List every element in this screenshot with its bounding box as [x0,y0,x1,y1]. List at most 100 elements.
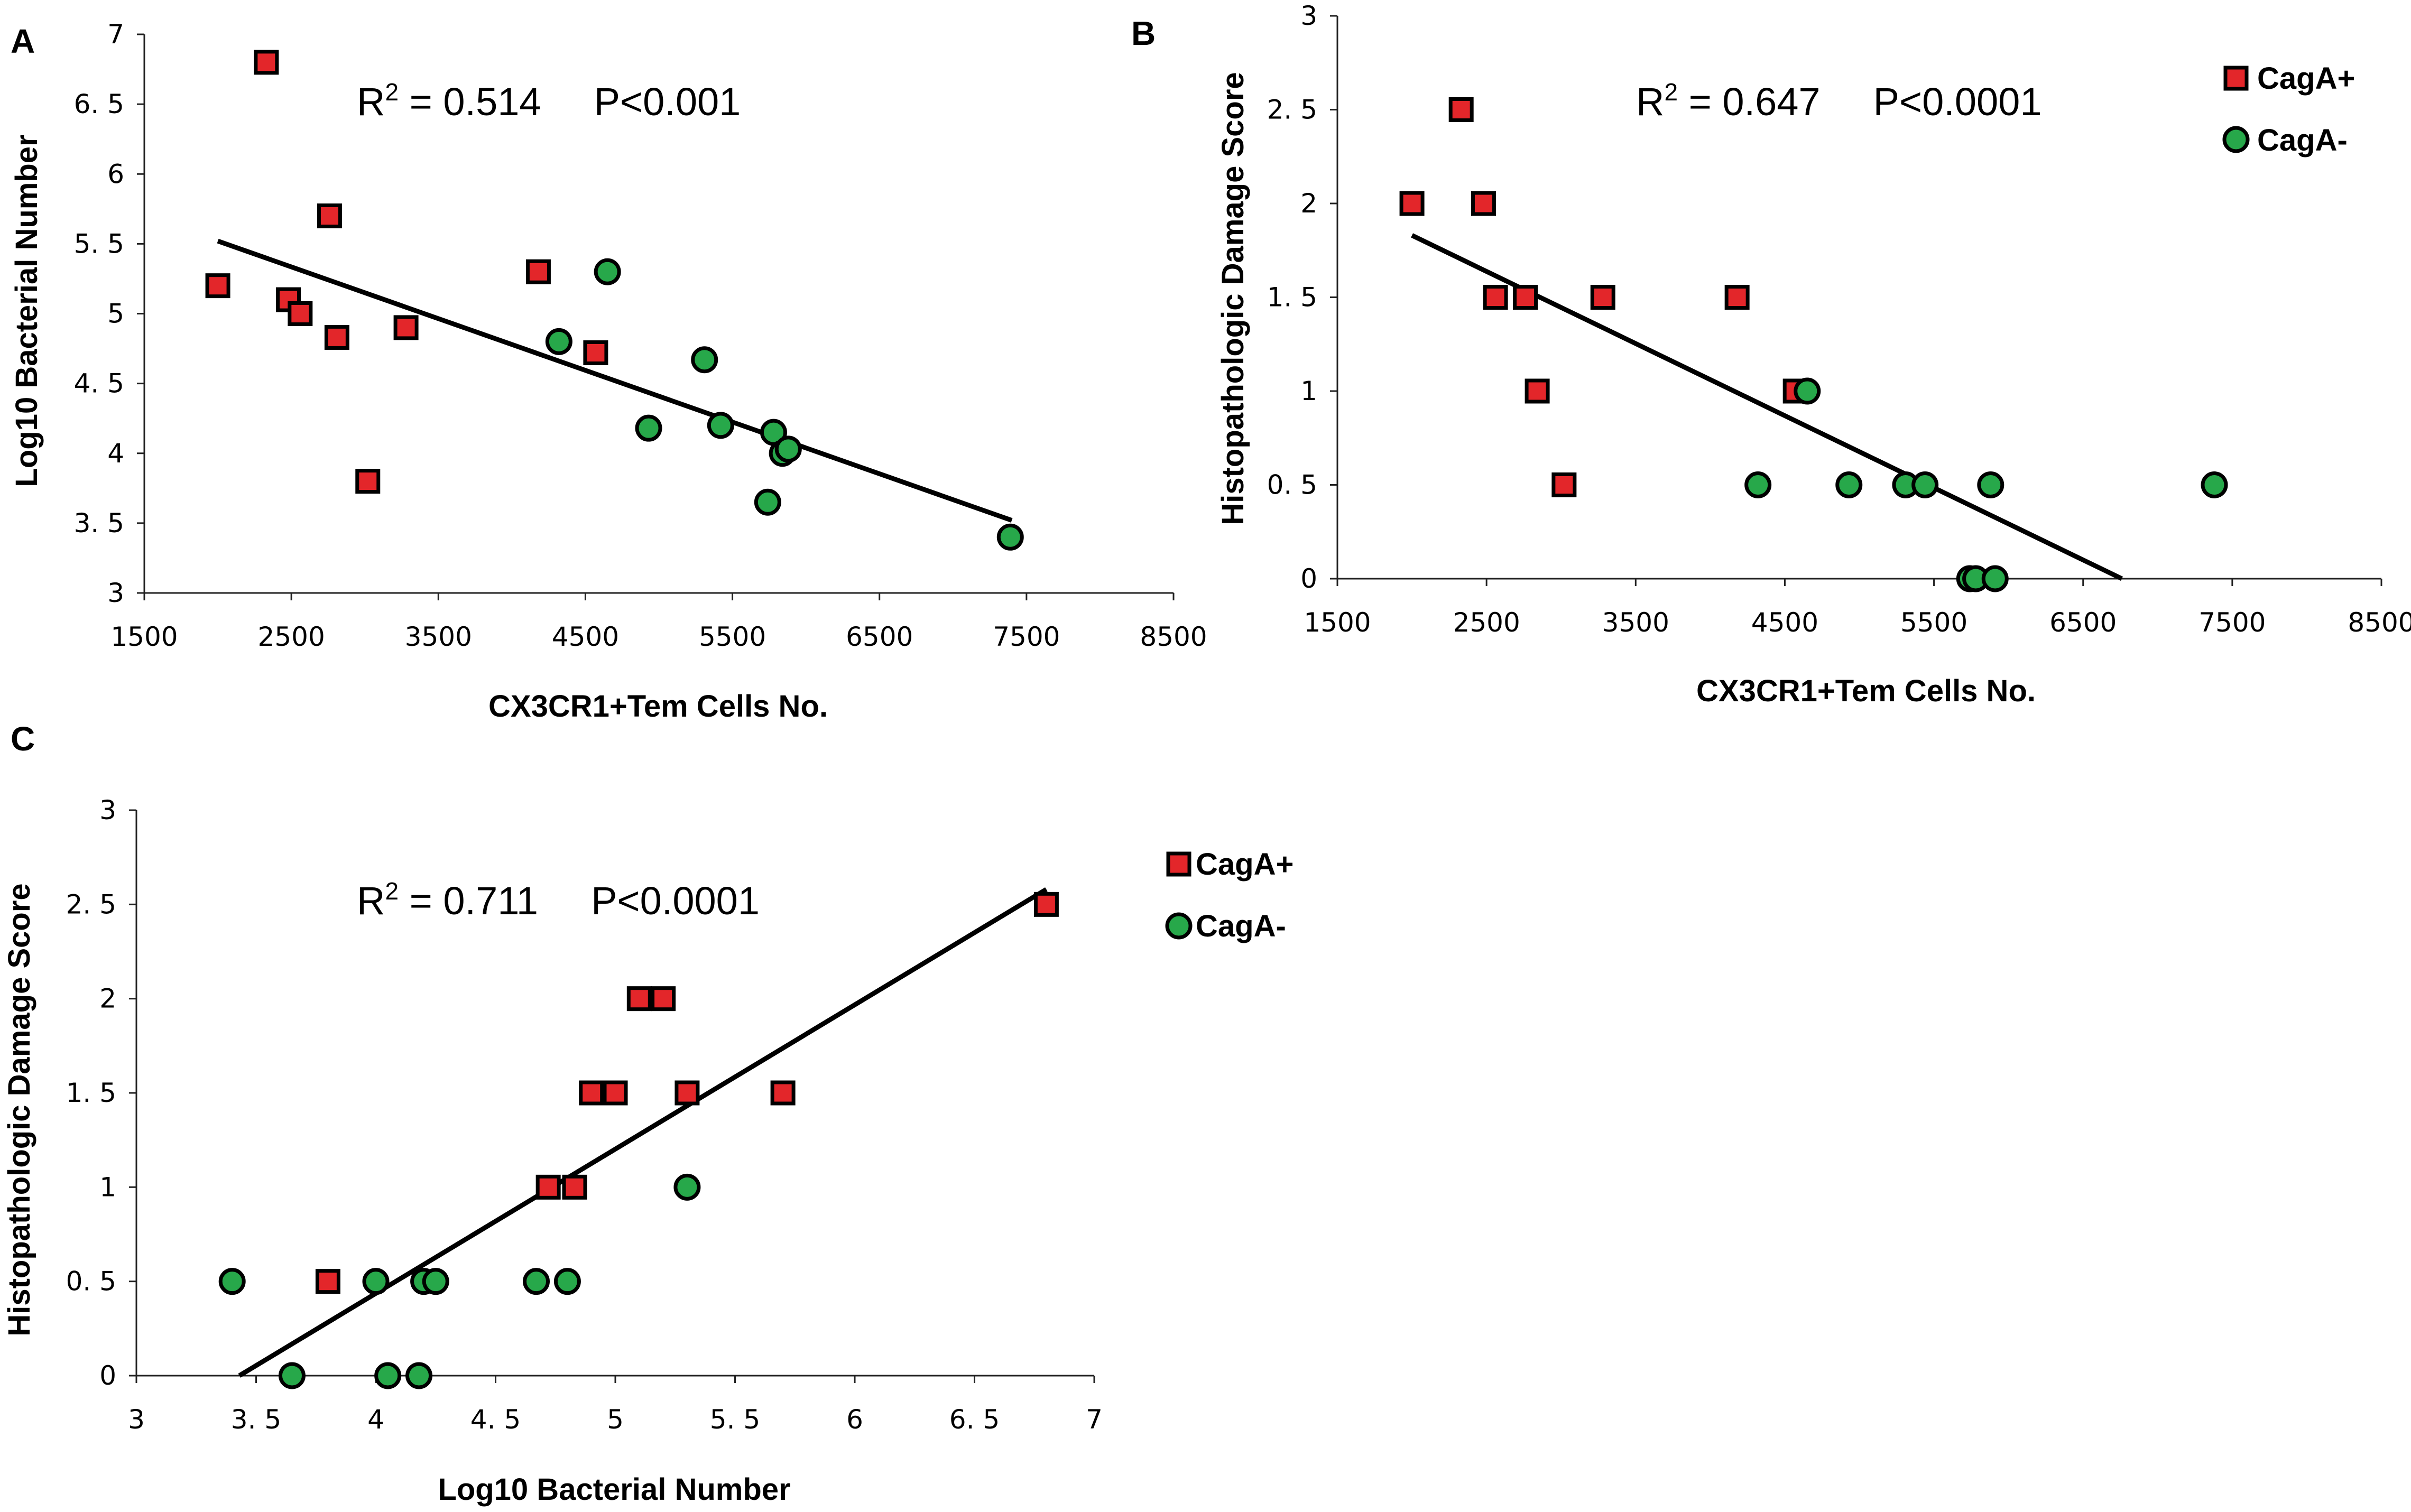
panel-b-r2-value: = 0.647 [1678,80,1821,124]
panel-b-legend-marker-caga-pos [2223,66,2249,91]
panel-b-r2-exp: 2 [1664,78,1678,106]
panel-a-point-caga-neg [545,328,572,355]
panel-c-point-caga-pos [579,1080,604,1106]
panel-c-x-tick-label: 3 [128,1404,145,1435]
panel-c-point-caga-pos [562,1174,587,1200]
panel-a-point-caga-pos [324,324,349,350]
panel-c-point-caga-neg [422,1268,449,1295]
panel-a-y-tick-label: 5. 5 [74,228,124,259]
panel-b-y-tick-label: 1 [1300,376,1317,406]
panel-c-letter: C [11,720,35,758]
panel-c-point-caga-pos [675,1080,700,1106]
panel-a-point-caga-pos [288,301,313,326]
panel-b-r2-label: R [1636,80,1664,124]
panel-b-y-tick-label: 0. 5 [1267,470,1317,500]
panel-b-point-caga-neg [1794,377,1821,405]
panel-c-y-tick-label: 0. 5 [66,1266,116,1297]
panel-a-stats-annotation: R2 = 0.514 P<0.001 [357,78,741,124]
panel-c-point-caga-neg [362,1268,390,1295]
panel-c-p-value: P<0.0001 [591,879,760,923]
panel-c-point-caga-neg [673,1173,701,1201]
panel-c-legend: CagA+ CagA- [1196,847,1294,943]
panel-c-point-caga-pos [770,1080,796,1106]
panel-a-point-caga-neg [996,523,1024,551]
panel-b-y-tick-label: 2. 5 [1267,95,1317,125]
panel-a-point-caga-pos [355,469,381,494]
panel-a-x-tick-label: 3500 [405,622,472,652]
panel-b-x-axis-title: CX3CR1+Tem Cells No. [1696,674,2036,708]
panel-c-r2-exp: 2 [385,877,399,905]
panel-c-legend-label-caga-pos: CagA+ [1196,847,1294,882]
panel-a-point-caga-pos [583,340,608,365]
panel-c-r2-value: = 0.711 [399,879,538,923]
panel-c-point-caga-neg [278,1362,306,1389]
panel-a-y-tick-label: 3. 5 [74,508,124,539]
panel-c-point-caga-neg [405,1362,433,1389]
panel-a-y-tick-label: 4 [107,438,124,469]
panel-b-point-caga-pos [1525,378,1550,404]
panel-b-point-caga-pos [1448,97,1474,122]
panel-a-y-tick-label: 3 [107,578,124,608]
panel-c-scatter: C Histopathologic Damage Score Log10 Bac… [2,720,1294,1507]
panel-c-x-tick-label: 4. 5 [470,1404,521,1435]
panel-a-point-caga-neg [774,435,802,463]
panel-b-y-tick-label: 2 [1300,188,1317,219]
panel-a-point-caga-neg [707,412,734,439]
panel-c-legend-marker-caga-neg [1165,912,1193,940]
panel-b-x-tick-label: 5500 [1900,607,1967,638]
panel-a-point-caga-pos [205,273,230,299]
panel-a-point-caga-pos [525,259,551,284]
panel-a-scatter: A Log10 Bacterial Number CX3CR1+Tem Cell… [10,19,1207,723]
panel-b-y-tick-label: 3 [1300,1,1317,31]
panel-b-point-caga-pos [1399,191,1425,216]
panel-a-y-tick-label: 7 [107,19,124,50]
panel-c-y-tick-label: 1. 5 [66,1078,116,1108]
panel-a-letter: A [11,22,35,60]
panel-b-x-tick-label: 2500 [1453,607,1520,638]
panel-a-x-tick-label: 8500 [1140,622,1207,652]
panel-a-x-tick-label: 7500 [993,622,1060,652]
panel-c-point-caga-pos [535,1174,561,1200]
panel-c-x-axis-title: Log10 Bacterial Number [438,1472,790,1507]
panel-c-x-tick-label: 6 [846,1404,863,1435]
panel-b-point-caga-pos [1471,191,1496,216]
panel-b-point-caga-pos [1483,285,1508,310]
panel-c-y-tick-label: 2 [99,984,116,1014]
panel-b-point-caga-neg [1977,471,2004,498]
panel-c-x-tick-label: 7 [1086,1404,1103,1435]
panel-b-legend-label-caga-pos: CagA+ [2257,61,2355,96]
panel-c-legend-label-caga-neg: CagA- [1196,909,1286,943]
panel-b-x-tick-label: 7500 [2198,607,2266,638]
panel-b-point-caga-pos [1513,285,1538,310]
panel-a-point-caga-neg [691,346,718,374]
panel-a-r2-exp: 2 [385,78,399,106]
panel-b-letter: B [1131,14,1156,52]
panel-b-scatter: B Histopathologic Damage Score CX3CR1+Te… [1131,1,2411,708]
panel-a-r2-label: R [357,80,385,124]
panel-a-point-caga-neg [635,414,662,442]
panel-c-legend-marker-caga-pos [1166,851,1191,877]
panel-b-point-caga-neg [1835,471,1863,498]
panel-a-y-tick-label: 5 [107,299,124,329]
panel-b-p-value: P<0.0001 [1873,80,2042,124]
panel-b-x-tick-label: 3500 [1602,607,1669,638]
panel-c-y-tick-label: 2. 5 [66,889,116,920]
panel-b-point-caga-pos [1590,285,1615,310]
panel-b-x-tick-label: 6500 [2049,607,2117,638]
panel-a-y-tick-label: 6 [107,159,124,189]
panel-b-y-axis-title: Histopathologic Damage Score [1216,72,1250,525]
panel-c-x-tick-label: 3. 5 [231,1404,281,1435]
panel-b-x-tick-label: 4500 [1751,607,1818,638]
panel-c-y-tick-label: 3 [99,795,116,825]
panel-b-point-caga-neg [1911,471,1939,498]
panel-c-y-tick-label: 0 [99,1360,116,1391]
panel-a-y-axis-title: Log10 Bacterial Number [10,134,44,487]
panel-b-point-caga-pos [1724,285,1750,310]
panel-b-stats-annotation: R2 = 0.647 P<0.0001 [1636,78,2042,124]
panel-c-point-caga-pos [315,1269,340,1294]
panel-a-point-caga-pos [393,315,419,340]
panel-a-x-tick-label: 2500 [258,622,325,652]
panel-a-point-caga-neg [754,488,781,516]
panel-c-point-caga-pos [651,986,676,1012]
panel-c-stats-annotation: R2 = 0.711 P<0.0001 [357,877,760,923]
